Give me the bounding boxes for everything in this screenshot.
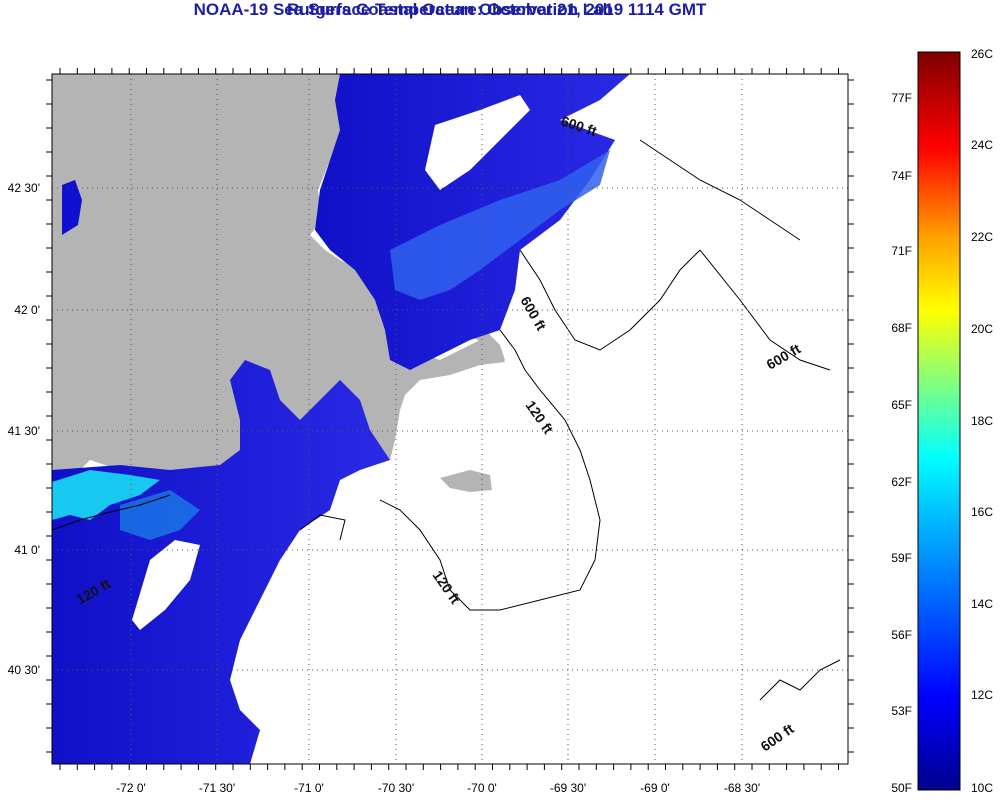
colorbar-gradient bbox=[917, 51, 961, 791]
colorbar-c-label: 16C bbox=[971, 505, 993, 519]
lon-label: -69 0' bbox=[640, 781, 670, 795]
sst-shelf-warm bbox=[52, 470, 160, 520]
colorbar-c-label: 22C bbox=[971, 230, 993, 244]
graticule bbox=[52, 74, 848, 764]
colorbar-f-label: 71F bbox=[891, 244, 912, 258]
land-nantucket bbox=[440, 470, 492, 492]
lat-label: 40 30' bbox=[8, 663, 40, 677]
lat-label: 42 0' bbox=[14, 303, 40, 317]
land-mainland bbox=[52, 74, 505, 480]
latitude-axis: 42 30' 42 0' 41 30' 41 0' 40 30' bbox=[8, 181, 40, 677]
lon-label: -69 30' bbox=[550, 781, 586, 795]
colorbar-f-label: 74F bbox=[891, 169, 912, 183]
lon-label: -68 30' bbox=[724, 781, 760, 795]
colorbar-f-label: 59F bbox=[891, 551, 912, 565]
sst-south-water bbox=[52, 360, 390, 764]
sst-shelf-mid bbox=[120, 490, 200, 540]
colorbar-f-label: 77F bbox=[891, 91, 912, 105]
colorbar-c-label: 12C bbox=[971, 688, 993, 702]
axis-ticks bbox=[46, 68, 854, 770]
lon-label: -71 0' bbox=[294, 781, 324, 795]
colorbar-celsius-labels: 26C 24C 22C 20C 18C 16C 14C 12C 10C bbox=[971, 47, 993, 795]
sst-small-patch bbox=[62, 180, 82, 235]
lat-label: 42 30' bbox=[8, 181, 40, 195]
cloud-gap-1 bbox=[132, 540, 200, 630]
lon-label: -72 0' bbox=[116, 781, 146, 795]
colorbar-c-label: 14C bbox=[971, 597, 993, 611]
colorbar-fahrenheit-labels: 77F 74F 71F 68F 65F 62F 59F 56F 53F 50F bbox=[891, 91, 912, 795]
map-title: NOAA-19 Sea Surface Temperature: October… bbox=[193, 0, 707, 19]
colorbar-f-label: 56F bbox=[891, 628, 912, 642]
colorbar-c-label: 26C bbox=[971, 47, 993, 61]
longitude-axis: -72 0' -71 30' -71 0' -70 30' -70 0' -69… bbox=[116, 781, 760, 795]
lon-label: -70 0' bbox=[467, 781, 497, 795]
colorbar-f-label: 62F bbox=[891, 475, 912, 489]
lat-label: 41 30' bbox=[8, 424, 40, 438]
colorbar-f-label: 68F bbox=[891, 321, 912, 335]
colorbar-f-label: 50F bbox=[891, 781, 912, 795]
colorbar-f-label: 65F bbox=[891, 398, 912, 412]
bathymetry-contours bbox=[52, 139, 841, 701]
lon-label: -71 30' bbox=[199, 781, 235, 795]
lat-label: 41 0' bbox=[14, 543, 40, 557]
colorbar-c-label: 10C bbox=[971, 781, 993, 795]
sst-warm-plume bbox=[390, 150, 610, 300]
map-border bbox=[51, 73, 849, 765]
map-subtitle: Rutgers Coastal Ocean Observation Lab bbox=[287, 0, 613, 19]
colorbar-c-label: 20C bbox=[971, 322, 993, 336]
cloud-gap-2 bbox=[425, 95, 530, 190]
colorbar: 77F 74F 71F 68F 65F 62F 59F 56F 53F 50F … bbox=[891, 47, 993, 795]
lon-label: -70 30' bbox=[378, 781, 414, 795]
colorbar-c-label: 18C bbox=[971, 414, 993, 428]
colorbar-f-label: 53F bbox=[891, 704, 912, 718]
colorbar-c-label: 24C bbox=[971, 138, 993, 152]
